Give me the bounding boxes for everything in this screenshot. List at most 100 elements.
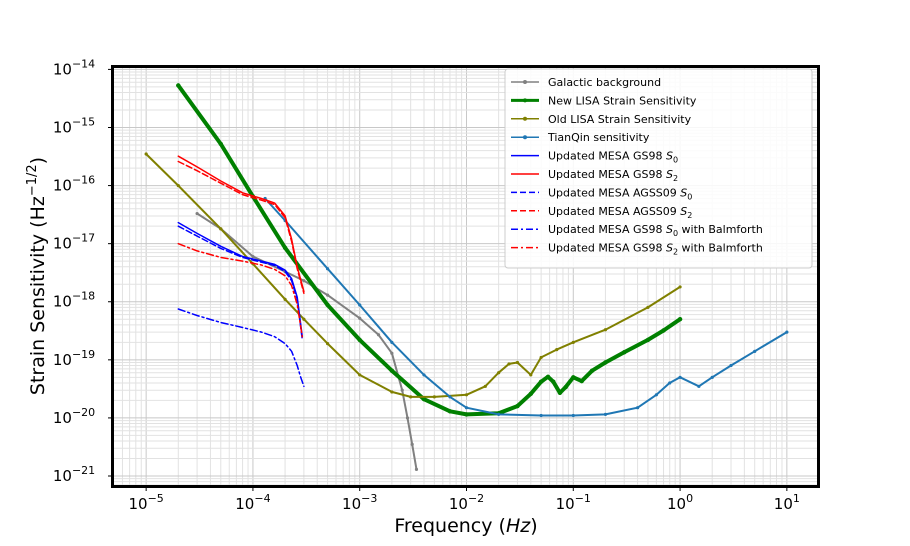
legend-item: Updated MESA AGSS09 S0 [511, 186, 692, 201]
legend: Galactic background New LISA Strain Sensi… [504, 68, 813, 269]
data-point [357, 337, 362, 343]
legend-item: Updated MESA GS98 S2 with Balmforth [511, 242, 763, 257]
series-2 [144, 152, 682, 399]
y-tick-label: 10−14 [53, 57, 95, 78]
data-point [358, 316, 362, 320]
data-point [448, 395, 452, 399]
legend-marker [523, 116, 527, 121]
data-point [753, 349, 757, 353]
data-point [677, 317, 683, 322]
data-point [405, 416, 410, 420]
y-tick-label: 10−20 [53, 406, 95, 427]
data-point [555, 348, 559, 352]
y-axis-label: Strain Sensitivity (Hz−1/2) [25, 157, 49, 395]
data-point [219, 227, 223, 231]
data-point [390, 351, 394, 355]
series-0 [195, 211, 419, 471]
legend-label: Galactic background [548, 76, 661, 89]
legend-item: Updated MESA GS98 S0 [511, 150, 678, 165]
legend-item: TianQin sensitivity [511, 131, 650, 144]
data-point [302, 279, 306, 283]
x-tick-label: 10−3 [342, 492, 377, 513]
legend-label: Updated MESA AGSS09 S0 [548, 186, 692, 201]
series-line [177, 160, 305, 295]
data-point [421, 397, 427, 402]
data-point [325, 293, 330, 297]
data-point [325, 342, 330, 346]
data-point [622, 350, 627, 355]
data-point [571, 413, 575, 418]
y-axis-label-main: Strain Sensitivity [27, 234, 49, 395]
data-point [661, 328, 666, 333]
data-point [400, 388, 404, 392]
x-axis-label: Frequency (Hz) [394, 515, 537, 537]
data-point [557, 390, 563, 396]
data-point [410, 442, 414, 447]
legend-item: Galactic background [511, 76, 661, 89]
series-7 [177, 160, 305, 295]
data-point [563, 384, 568, 390]
data-point [589, 368, 595, 373]
data-point [302, 317, 306, 321]
x-axis-label-main: Frequency [394, 515, 492, 537]
series-6 [177, 225, 304, 341]
data-point [483, 384, 487, 388]
legend-marker [523, 98, 527, 103]
y-tick-label: 10−17 [53, 232, 95, 253]
data-point [551, 379, 556, 384]
data-point [515, 360, 520, 365]
data-point [678, 285, 682, 289]
data-point [668, 381, 672, 385]
data-point [697, 384, 701, 388]
data-point [283, 297, 287, 301]
data-point [539, 413, 543, 418]
legend-marker [523, 80, 527, 84]
legend-marker [523, 135, 527, 140]
data-point [447, 409, 453, 414]
data-point [635, 406, 640, 410]
legend-label: Updated MESA GS98 S0 with Balmforth [548, 223, 763, 238]
legend-label: TianQin sensitivity [547, 131, 650, 144]
series-9 [177, 242, 304, 338]
y-tick-label: 10−21 [53, 464, 95, 485]
data-point [646, 305, 650, 309]
data-point [529, 373, 533, 377]
data-point [603, 412, 608, 416]
data-point [539, 355, 543, 360]
legend-label: Updated MESA GS98 S0 [548, 150, 678, 165]
y-axis-label-unit: Hz [27, 196, 49, 220]
data-point [325, 267, 330, 271]
data-point [376, 333, 381, 337]
series-line [177, 308, 305, 388]
data-point [218, 141, 223, 147]
data-point [654, 393, 658, 397]
data-point [579, 378, 584, 384]
y-axis-label-exp: −1/2 [25, 164, 40, 196]
data-point [515, 403, 520, 409]
legend-item: Updated MESA GS98 S2 [511, 168, 678, 183]
y-tick-label: 10−18 [53, 290, 95, 311]
legend-item: New LISA Strain Sensitivity [511, 94, 697, 107]
series-line [177, 242, 304, 338]
data-point [603, 328, 608, 332]
data-point [251, 254, 255, 259]
series-line [176, 83, 683, 417]
data-point [538, 379, 544, 384]
ticks: 10−5 10−4 10−3 10−2 10−1 100 101 10−14 10−15 10−1… [53, 57, 820, 513]
data-point [497, 371, 501, 375]
legend-label: Updated MESA GS98 S2 [548, 168, 678, 183]
x-tick-label: 101 [774, 492, 800, 513]
data-point [785, 330, 789, 334]
legend-item: Updated MESA GS98 S0 with Balmforth [511, 223, 763, 238]
y-tick-label: 10−15 [53, 115, 95, 136]
data-point [358, 373, 362, 377]
legend-item: Updated MESA AGSS09 S2 [511, 205, 692, 220]
x-tick-label: 100 [667, 492, 693, 513]
data-point [729, 363, 733, 368]
x-tick-label: 10−1 [556, 492, 591, 513]
x-tick-label: 10−4 [235, 492, 270, 513]
legend-label: Updated MESA GS98 S2 with Balmforth [548, 242, 763, 257]
series-layer [144, 83, 789, 471]
legend-box [504, 68, 813, 269]
